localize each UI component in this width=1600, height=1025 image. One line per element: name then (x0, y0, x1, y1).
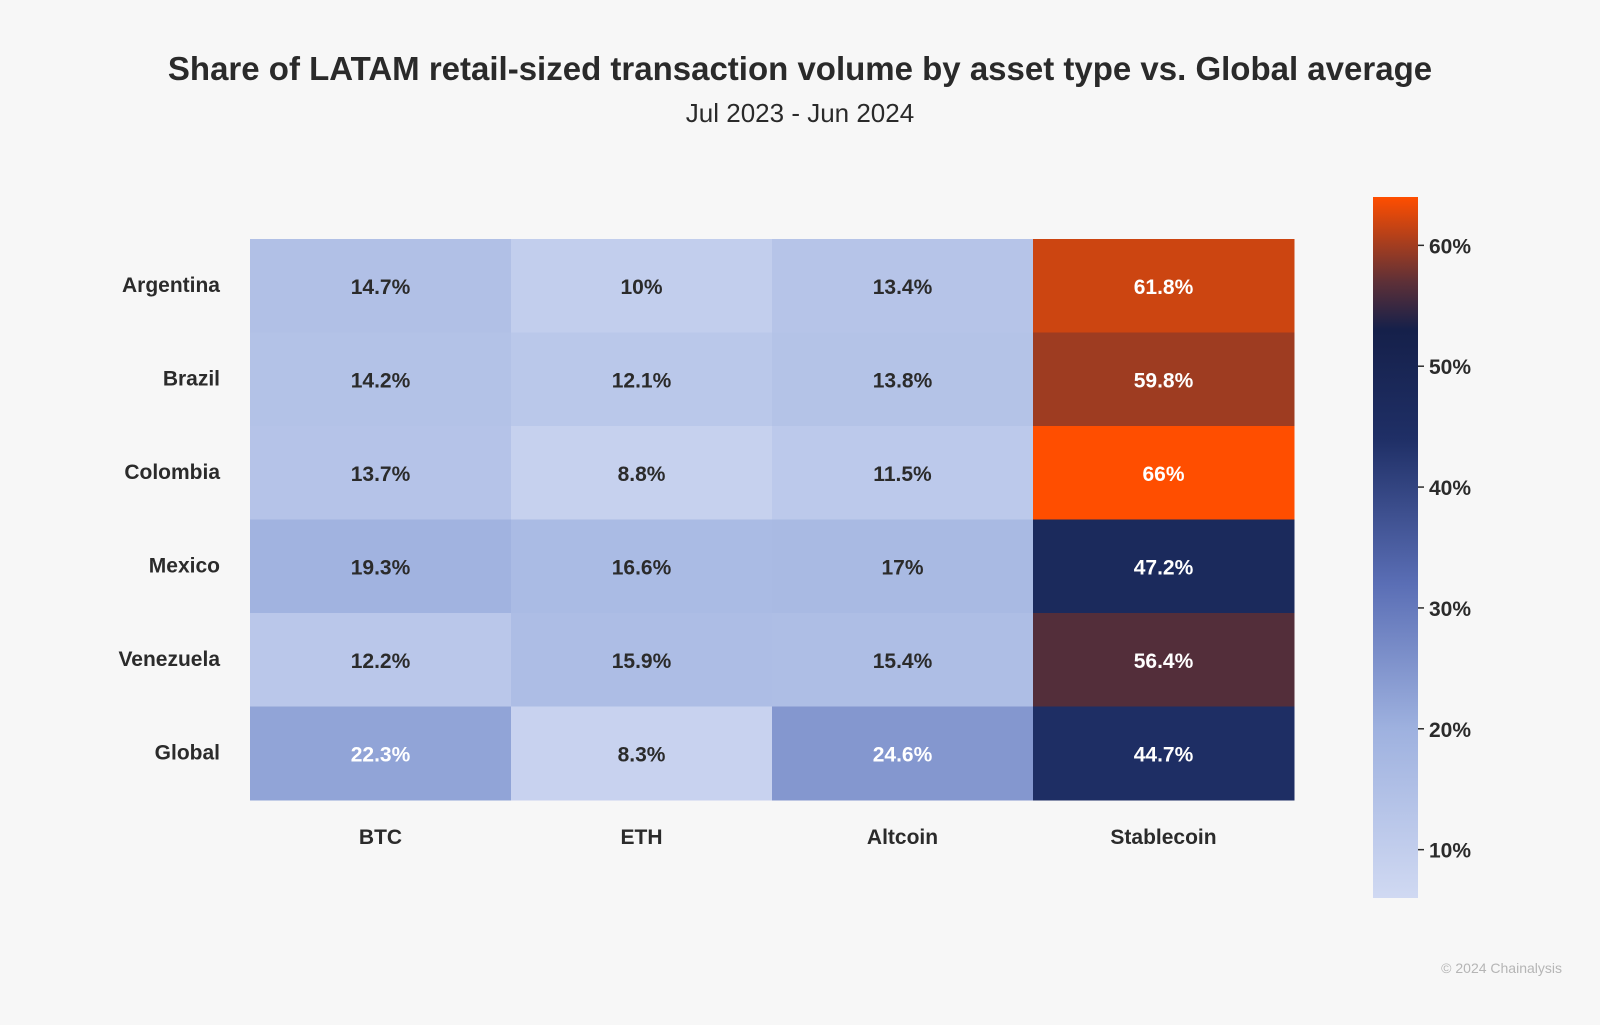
cell-value-label: 24.6% (873, 743, 933, 766)
column-label: Altcoin (867, 826, 938, 849)
heatmap-cell (1033, 239, 1295, 333)
heatmap-cell (250, 706, 512, 801)
row-label: Venezuela (118, 648, 220, 671)
row-label: Colombia (124, 461, 220, 484)
cell-value-label: 13.7% (351, 463, 411, 486)
heatmap-cell (1033, 426, 1295, 520)
cell-value-label: 15.9% (612, 650, 672, 673)
heatmap-cell (511, 519, 773, 614)
row-label: Mexico (149, 554, 220, 577)
chart-subtitle: Jul 2023 - Jun 2024 (685, 98, 915, 128)
cell-value-label: 19.3% (351, 556, 411, 579)
heatmap-cell (250, 239, 512, 333)
column-label: Stablecoin (1110, 826, 1216, 849)
cell-value-label: 12.1% (612, 369, 672, 392)
row-label: Argentina (122, 274, 220, 297)
colorbar-tick-label: 40% (1429, 477, 1471, 500)
colorbar-tick-label: 10% (1429, 840, 1471, 863)
heatmap-cell (1033, 332, 1295, 427)
cell-value-label: 8.3% (618, 743, 666, 766)
cell-value-label: 8.8% (618, 463, 666, 486)
column-label: ETH (621, 826, 663, 849)
heatmap-cell (250, 332, 512, 427)
chart-title: Share of LATAM retail-sized transaction … (167, 50, 1433, 87)
cell-value-label: 13.4% (873, 276, 933, 299)
heatmap-cell (511, 332, 773, 427)
heatmap-cell (772, 613, 1034, 707)
heatmap-cell (772, 706, 1034, 801)
cell-value-label: 16.6% (612, 556, 672, 579)
heatmap-cell (511, 426, 773, 520)
cell-value-label: 10% (620, 276, 662, 299)
cell-value-label: 22.3% (351, 743, 411, 766)
colorbar (1373, 197, 1418, 898)
cell-value-label: 61.8% (1134, 276, 1194, 299)
heatmap-cell (511, 706, 773, 801)
heatmap-cell (250, 613, 512, 707)
cell-value-label: 47.2% (1134, 556, 1194, 579)
heatmap-cell (772, 426, 1034, 520)
heatmap-cell (1033, 519, 1295, 614)
copyright-text: © 2024 Chainalysis (1441, 960, 1562, 976)
cell-value-label: 15.4% (873, 650, 933, 673)
column-label: BTC (359, 826, 402, 849)
row-label: Global (155, 741, 220, 764)
cell-value-label: 12.2% (351, 650, 411, 673)
heatmap-cell (1033, 613, 1295, 707)
colorbar-tick-label: 60% (1429, 235, 1471, 258)
cell-value-label: 14.2% (351, 369, 411, 392)
heatmap-cell (772, 239, 1034, 333)
heatmap-cell (511, 239, 773, 333)
cell-value-label: 14.7% (351, 276, 411, 299)
heatmap-cell (1033, 706, 1295, 801)
colorbar-tick-label: 30% (1429, 598, 1471, 621)
heatmap-cell (772, 519, 1034, 614)
colorbar-tick-label: 50% (1429, 356, 1471, 379)
heatmap-cell (511, 613, 773, 707)
cell-value-label: 66% (1142, 463, 1184, 486)
colorbar-tick-label: 20% (1429, 719, 1471, 742)
cell-value-label: 59.8% (1134, 369, 1194, 392)
cell-value-label: 13.8% (873, 369, 933, 392)
cell-value-label: 11.5% (873, 463, 932, 486)
heatmap-cell (250, 519, 512, 614)
cell-value-label: 56.4% (1134, 650, 1194, 673)
heatmap-cell (250, 426, 512, 520)
heatmap-cell (772, 332, 1034, 427)
cell-value-label: 44.7% (1134, 743, 1194, 766)
row-label: Brazil (163, 367, 220, 390)
cell-value-label: 17% (881, 556, 923, 579)
